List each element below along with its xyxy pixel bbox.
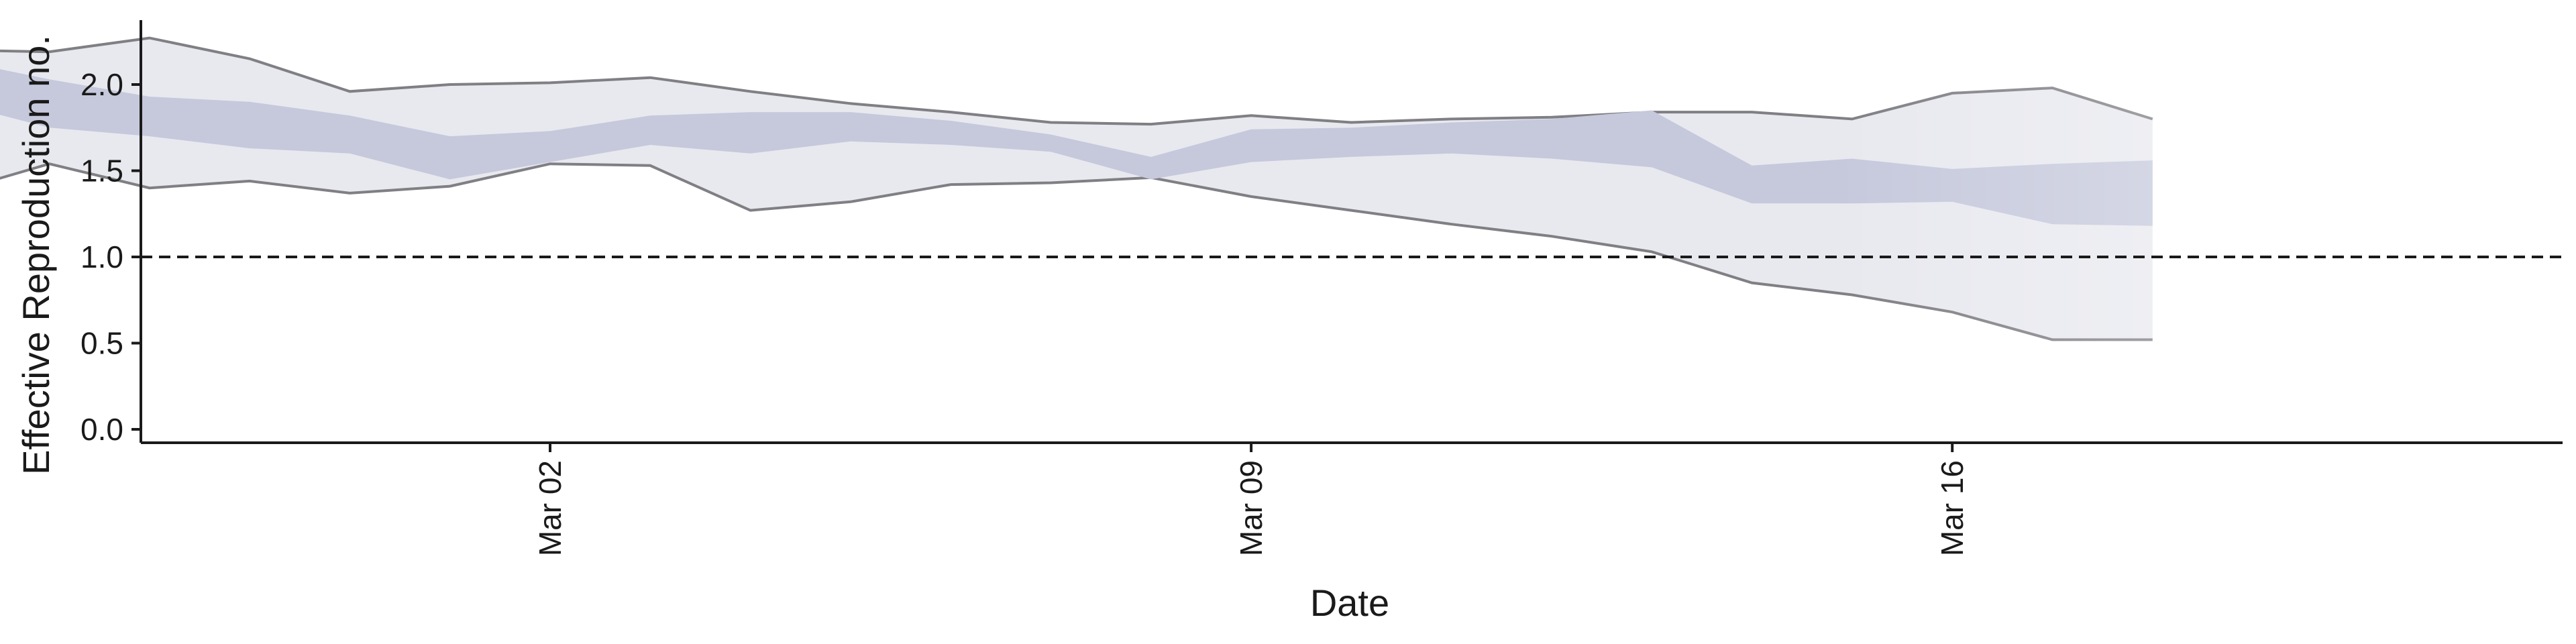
y-tick-label: 0.5 (80, 326, 123, 361)
x-axis-title: Date (1310, 582, 1389, 624)
plot-area (0, 36, 2153, 341)
series-band-0-upper-bound (0, 36, 2153, 126)
x-tick-label: Mar 09 (1234, 460, 1269, 556)
series-band-0 (0, 38, 2153, 340)
y-tick-label: 1.5 (80, 154, 123, 189)
x-tick-label: Mar 02 (533, 460, 568, 556)
y-axis-title: Effective Reproduction no. (15, 35, 57, 475)
x-axis: Mar 02 Mar 09 Mar 16 (141, 441, 2563, 556)
y-tick-label: 1.0 (80, 239, 123, 274)
series-band-0-lower-bound (0, 162, 2153, 341)
y-tick-label: 0.0 (80, 412, 123, 447)
y-axis: 0.0 0.5 1.0 1.5 2.0 (80, 20, 142, 447)
series-band-1 (0, 69, 2153, 226)
x-tick-label: Mar 16 (1935, 460, 1970, 556)
y-tick-label: 2.0 (80, 67, 123, 102)
